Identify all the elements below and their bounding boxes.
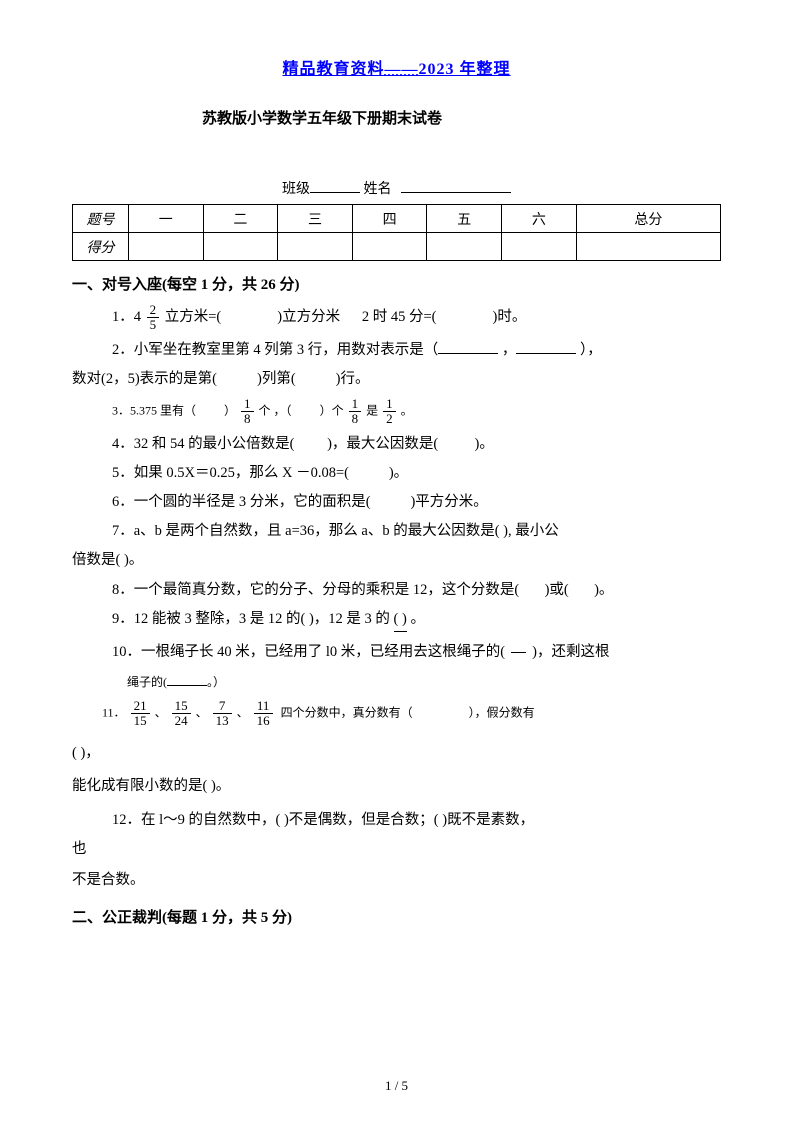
- section-2-title: 二、公正裁判(每题 1 分，共 5 分): [72, 906, 721, 930]
- q7-p1: 7．a、b 是两个自然数，且 a=36，那么 a、b 的最大公因数是( ), 最…: [112, 523, 559, 539]
- q11-p3: ），假分数有: [469, 705, 535, 719]
- q12: 12．在 l～9 的自然数中，( )不是偶数，但是合数；( )既不是素数，: [112, 809, 721, 832]
- q9-p2: ( ): [394, 608, 407, 632]
- q10-p2: )，还剩这根: [532, 644, 609, 660]
- q2b: 数对(2，5)表示的是第( )列第( )行。: [72, 368, 721, 391]
- q2-p5: )行。: [336, 371, 370, 387]
- q7b: 倍数是( )。: [72, 549, 721, 572]
- class-blank: [310, 192, 360, 193]
- q3-f3: 12: [383, 397, 396, 427]
- q10: 10．一根绳子长 40 米，已经用了 l0 米，已经用去这根绳子的( )，还剩这…: [112, 638, 721, 668]
- q11-f4: 1116: [254, 699, 273, 729]
- score-table: 题号 一 二 三 四 五 六 总分 得分: [72, 204, 721, 261]
- q10b: 绳子的( 。）: [127, 673, 721, 692]
- th-6: 六: [502, 205, 577, 233]
- q3: 3．5.375 里有（ ） 18 个 ，（ ）个 18 是 12 。: [112, 397, 721, 427]
- q3-p6: 。: [401, 404, 413, 418]
- q1-p3: )立方分米: [277, 309, 340, 325]
- blank: [516, 353, 576, 354]
- q11-f2: 1524: [172, 699, 191, 729]
- q11c: 能化成有限小数的是( )。: [72, 775, 721, 798]
- th-4: 四: [352, 205, 427, 233]
- q1-p4: 2 时 45 分=(: [362, 309, 437, 325]
- q1-frac: 25: [147, 303, 160, 333]
- th-0: 题号: [73, 205, 129, 233]
- q12-p1: 12．在 l～9 的自然数中，( )不是偶数，但是合数；( )既不是素数，: [112, 812, 534, 828]
- q1-p2: 立方米=(: [165, 309, 222, 325]
- blank: [438, 353, 498, 354]
- page-header: 精品教育资料——2023 年整理: [72, 55, 721, 79]
- q3-comma: ，（: [274, 404, 292, 418]
- hdr-prefix: 精品教育资料: [282, 61, 384, 78]
- section-1-title: 一、对号入座(每空 1 分，共 26 分): [72, 273, 721, 297]
- q4: 4．32 和 54 的最小公倍数是( )，最大公因数是( )。: [112, 433, 721, 456]
- q6: 6．一个圆的半径是 3 分米，它的面积是( )平方分米。: [112, 491, 721, 514]
- q10-p1: 10．一根绳子长 40 米，已经用了 l0 米，已经用去这根绳子的(: [112, 644, 505, 660]
- name-blank: [401, 192, 511, 193]
- q9-p3: 。: [410, 611, 425, 627]
- th-5: 五: [427, 205, 502, 233]
- q2-comma: ，: [502, 342, 517, 358]
- q10-p3: 绳子的(: [127, 675, 167, 689]
- q5: 5．如果 0.5X＝0.25，那么 X －0.08=( )。: [112, 462, 721, 485]
- q11-f3: 713: [213, 699, 232, 729]
- td-label: 得分: [73, 233, 129, 261]
- th-1: 一: [129, 205, 204, 233]
- q10-frac: [511, 638, 527, 668]
- table-row: 得分: [73, 233, 721, 261]
- q12b: 也: [72, 838, 721, 861]
- hdr-dash: ——: [385, 61, 419, 78]
- q1-p5: )时。: [493, 309, 527, 325]
- q3-f1: 18: [241, 397, 254, 427]
- q2: 2．小军坐在教室里第 4 列第 3 行，用数对表示是（ ， ），: [112, 339, 721, 362]
- td-blank: [576, 233, 720, 261]
- q12c: 不是合数。: [72, 869, 721, 892]
- name-label: 姓名: [364, 182, 392, 197]
- q3-p1: 3．5.375 里有（: [112, 404, 196, 418]
- class-label: 班级: [282, 182, 310, 197]
- page-number: 1 / 5: [0, 1078, 793, 1094]
- q10-p4: 。）: [207, 675, 225, 689]
- q11-p1: 11．: [102, 705, 126, 719]
- q3-p3: 个: [259, 404, 271, 418]
- q7: 7．a、b 是两个自然数，且 a=36，那么 a、b 的最大公因数是( ), 最…: [112, 520, 721, 543]
- td-blank: [203, 233, 278, 261]
- q2-p2: ），: [580, 342, 602, 358]
- th-2: 二: [203, 205, 278, 233]
- q3-p2: ）: [224, 404, 236, 418]
- q11: 11． 2115 、 1524 、 713 、 1116 四个分数中，真分数有（…: [102, 699, 721, 729]
- q9-box: ( ): [394, 608, 407, 632]
- td-blank: [427, 233, 502, 261]
- q3-p5: 是: [366, 404, 378, 418]
- td-blank: [352, 233, 427, 261]
- hdr-suffix: 2023 年整理: [419, 61, 511, 78]
- q2-p3: 数对(2，5)表示的是第(: [72, 371, 217, 387]
- q3-p4: ）个: [320, 404, 344, 418]
- td-blank: [129, 233, 204, 261]
- table-row: 题号 一 二 三 四 五 六 总分: [73, 205, 721, 233]
- blank: [167, 685, 207, 686]
- q11-f1: 2115: [131, 699, 150, 729]
- q11b: ( )，: [72, 742, 721, 765]
- q3-f2: 18: [349, 397, 362, 427]
- content: 一、对号入座(每空 1 分，共 26 分) 1．4 25 立方米=( )立方分米 …: [72, 273, 721, 930]
- q1-p1: 1．4: [112, 309, 141, 325]
- q1: 1．4 25 立方米=( )立方分米 2 时 45 分=( )时。: [112, 303, 721, 333]
- th-3: 三: [278, 205, 353, 233]
- th-7: 总分: [576, 205, 720, 233]
- q8: 8．一个最简真分数，它的分子、分母的乘积是 12，这个分数是( )或( )。: [112, 579, 721, 602]
- q2-p1: 2．小军坐在教室里第 4 列第 3 行，用数对表示是（: [112, 342, 438, 358]
- q11-p2: 四个分数中，真分数有（: [281, 705, 413, 719]
- td-blank: [278, 233, 353, 261]
- q9: 9．12 能被 3 整除，3 是 12 的( )，12 是 3 的 ( ) 。: [112, 608, 721, 632]
- td-blank: [502, 233, 577, 261]
- q2-p4: )列第(: [257, 371, 296, 387]
- q9-p1: 9．12 能被 3 整除，3 是 12 的( )，12 是 3 的: [112, 611, 390, 627]
- class-line: 班级 姓名: [72, 178, 721, 198]
- subtitle: 苏教版小学数学五年级下册期末试卷: [162, 107, 721, 128]
